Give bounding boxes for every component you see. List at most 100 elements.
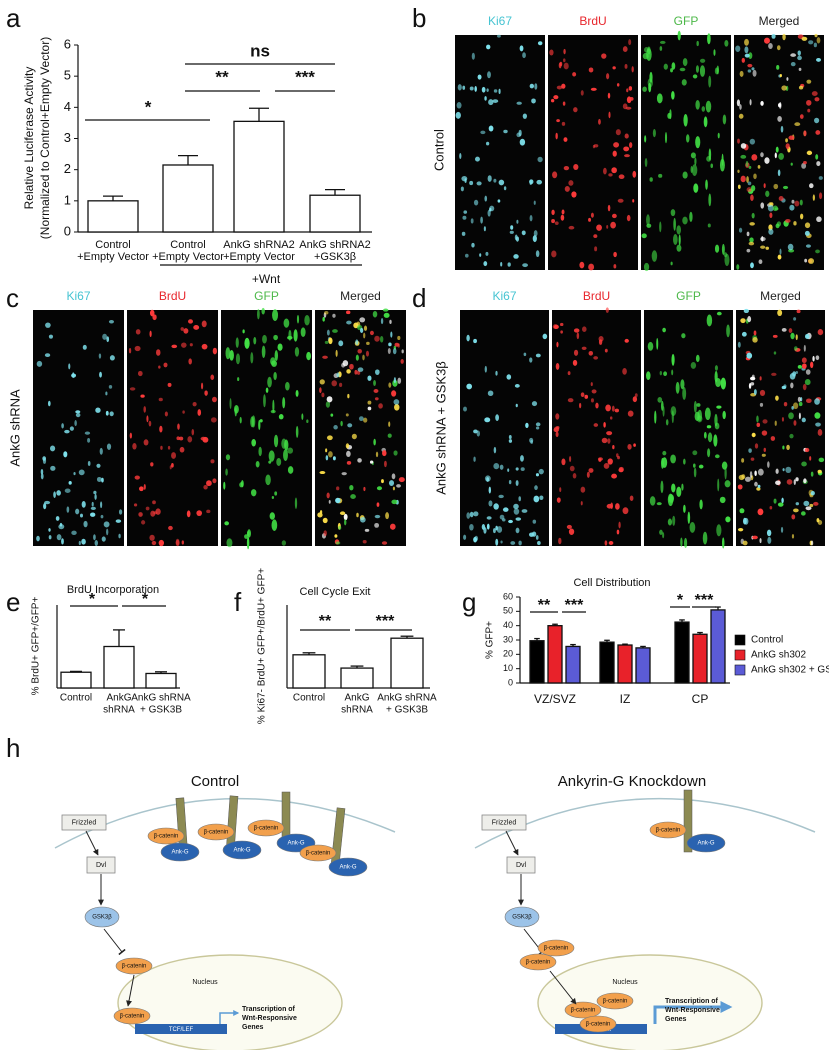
cell-signal	[793, 479, 796, 485]
x-tick-label: +GSK3β	[314, 251, 356, 263]
cell-signal	[529, 180, 532, 186]
cell-signal	[151, 540, 157, 546]
cell-signal	[596, 224, 602, 231]
cell-signal	[556, 85, 563, 90]
x-tick-label: Control	[293, 693, 325, 704]
cell-signal	[555, 431, 559, 438]
cell-signal	[287, 466, 294, 474]
y-axis-label: Relative Luciferase Activity	[22, 67, 36, 210]
cell-signal	[681, 333, 686, 339]
cell-signal	[101, 477, 104, 483]
cell-signal	[801, 36, 808, 41]
cell-signal	[699, 58, 706, 63]
cell-signal	[642, 52, 649, 60]
cell-signal	[808, 258, 815, 264]
cell-signal	[486, 88, 489, 92]
cell-signal	[704, 407, 711, 421]
cell-signal	[560, 214, 565, 221]
cell-signal	[809, 183, 814, 189]
cell-signal	[473, 199, 479, 206]
cell-signal	[335, 497, 341, 504]
cell-signal	[294, 346, 300, 357]
cell-signal	[747, 316, 752, 323]
cell-signal	[735, 45, 741, 52]
cell-signal	[158, 397, 163, 402]
cell-signal	[790, 53, 797, 57]
cell-signal	[150, 462, 154, 467]
cell-signal	[483, 226, 486, 232]
cell-signal	[799, 199, 803, 206]
cell-signal	[651, 250, 658, 262]
cell-signal	[187, 319, 194, 324]
cell-signal	[804, 447, 810, 453]
cell-signal	[179, 446, 185, 453]
cell-signal	[750, 185, 756, 192]
cell-signal	[588, 67, 594, 73]
cell-signal	[355, 339, 359, 345]
cell-signal	[514, 234, 518, 241]
cell-signal	[708, 75, 712, 88]
cell-signal	[737, 138, 740, 144]
cell-signal	[789, 373, 796, 380]
cell-signal	[149, 534, 155, 541]
cell-signal	[760, 100, 764, 106]
x-tick-label: IZ	[620, 692, 631, 706]
cell-signal	[746, 248, 751, 253]
cell-signal	[461, 176, 468, 182]
cell-signal	[535, 422, 541, 427]
cell-signal	[689, 521, 696, 533]
channel-label: Ki67	[492, 289, 516, 303]
cell-signal	[239, 416, 242, 424]
cell-signal	[696, 403, 701, 407]
cell-signal	[705, 179, 708, 190]
cell-signal	[145, 506, 150, 511]
cell-signal	[319, 510, 323, 514]
cell-signal	[168, 525, 173, 531]
cell-signal	[343, 513, 348, 521]
node-label: β-catenin	[526, 960, 551, 966]
node-label: β-catenin	[204, 830, 229, 836]
cell-signal	[789, 204, 795, 211]
cell-signal	[563, 48, 566, 55]
condition-label: Control	[431, 129, 446, 171]
cell-signal	[556, 497, 561, 503]
cell-signal	[795, 502, 800, 506]
cell-signal	[608, 173, 613, 177]
node-label: GSK3β	[512, 915, 532, 921]
cell-signal	[751, 212, 755, 219]
node-label: TCF/LEF	[169, 1027, 194, 1033]
cell-signal	[346, 310, 351, 315]
cell-signal	[741, 57, 745, 63]
cell-signal	[265, 387, 269, 393]
cell-signal	[790, 61, 796, 67]
cell-signal	[61, 538, 64, 545]
cell-signal	[535, 426, 540, 430]
cell-signal	[724, 39, 729, 47]
cell-signal	[748, 165, 752, 169]
y-tick-label: 3	[64, 130, 71, 145]
cell-signal	[357, 349, 362, 354]
cell-signal	[716, 524, 722, 537]
cell-signal	[177, 423, 180, 430]
cell-signal	[811, 91, 818, 96]
cell-signal	[197, 409, 202, 416]
cell-signal	[94, 539, 98, 547]
cell-signal	[793, 402, 799, 410]
cell-signal	[64, 429, 70, 434]
cell-signal	[813, 501, 819, 506]
cell-signal	[510, 225, 514, 230]
cell-signal	[768, 228, 774, 235]
y-tick-label: 40	[503, 620, 513, 630]
cell-signal	[579, 261, 585, 269]
panel-letter: e	[6, 587, 20, 617]
x-tick-label: + GSK3B	[386, 705, 428, 716]
cell-signal	[751, 154, 758, 161]
cell-signal	[656, 337, 659, 350]
cell-signal	[590, 212, 594, 218]
cell-signal	[703, 116, 708, 128]
cell-signal	[487, 71, 491, 79]
cell-signal	[609, 416, 613, 420]
cell-signal	[224, 521, 229, 526]
cell-signal	[475, 156, 480, 162]
cell-signal	[332, 313, 336, 318]
